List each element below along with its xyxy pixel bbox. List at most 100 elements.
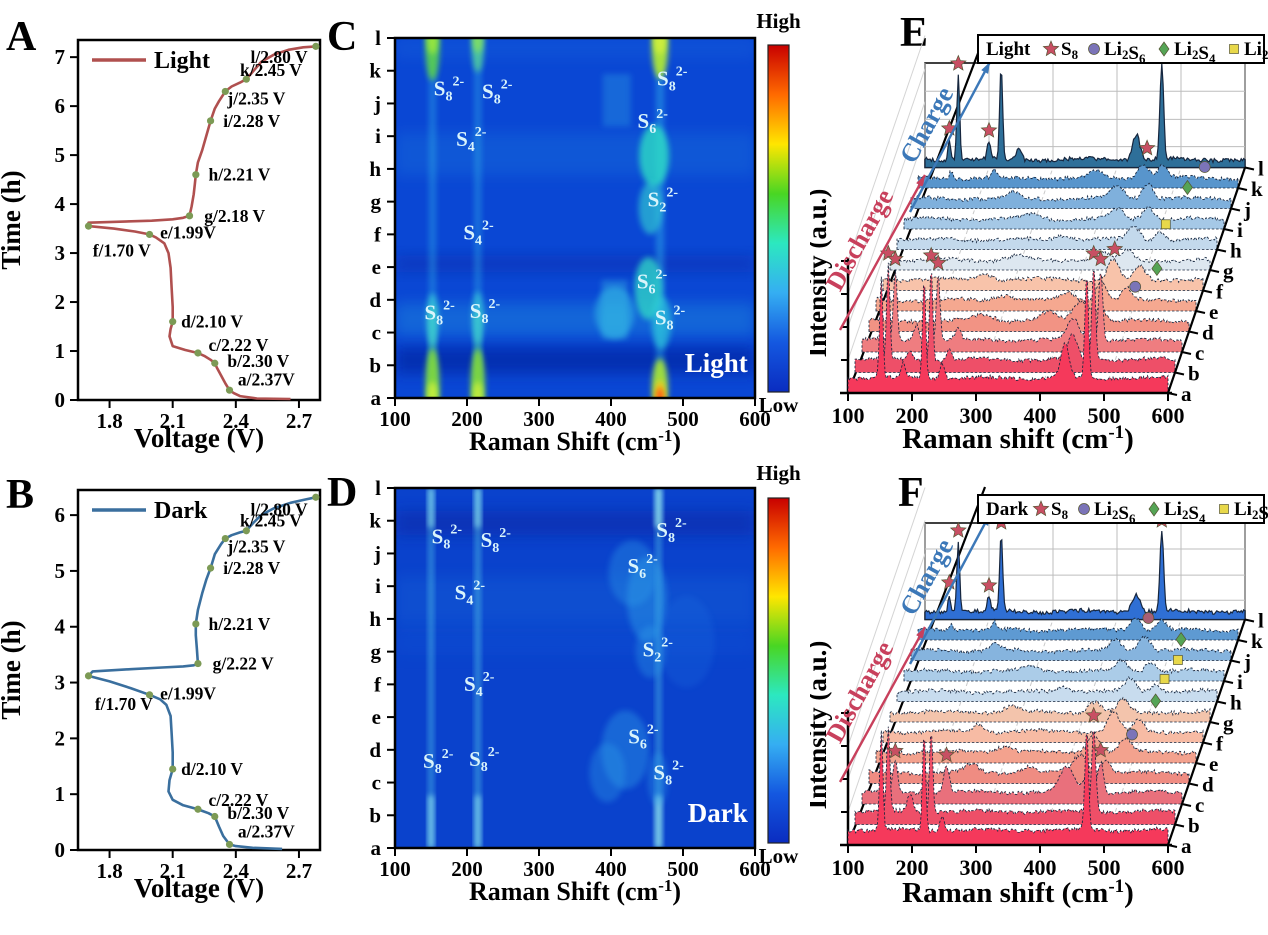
marker-star (938, 746, 955, 763)
point-label: g/2.22 V (213, 654, 274, 674)
heatmap-species-label: S82- (424, 298, 455, 328)
row-label: f (1216, 280, 1224, 304)
marker-circle (1198, 161, 1211, 173)
panel-letter-f: F (898, 470, 924, 516)
point-label: d/2.10 V (181, 759, 243, 779)
y-tick-label: b (369, 803, 381, 827)
panel-letter-e: E (900, 10, 929, 56)
heatmap-species-label: S62- (627, 552, 658, 582)
y-tick-label: f (374, 222, 382, 246)
y-tick-label: c (372, 771, 381, 795)
annotation-j: j/2.35 V (221, 534, 286, 556)
panel-a-voltage-chart: 1.8 2.1 2.4 2.7 0 1 2 3 4 5 6 7 Voltage (V) Time (h) L… (0, 38, 322, 453)
row-label: e (1209, 752, 1218, 776)
row-tick (1202, 741, 1213, 746)
marker-circle (1126, 728, 1138, 741)
marker-square (1173, 655, 1183, 665)
heatmap-species-label: S82- (655, 303, 686, 333)
row-tick (1188, 330, 1199, 335)
x-tick-label: 500 (667, 407, 699, 431)
x-tick-label: 2.1 (160, 409, 186, 433)
x-tick-label: 2.7 (286, 859, 312, 883)
wall-depth-line (847, 520, 926, 747)
row-label: l (1258, 157, 1264, 181)
y-tick-label: 5 (55, 143, 66, 167)
marker-star (980, 576, 998, 593)
marker-diamond (1158, 41, 1170, 57)
marker-star (1042, 40, 1060, 57)
panel-letter-c: C (327, 14, 358, 60)
y-tick-label: j (373, 91, 381, 115)
point-label: h/2.21 V (208, 165, 270, 185)
x-tick-label: 100 (379, 407, 411, 431)
plot-frame (393, 486, 757, 850)
x-tick-label: 500 (1088, 855, 1121, 880)
trace-d (868, 299, 1190, 332)
wall-depth-line (847, 553, 926, 780)
y-tick-label: 4 (55, 615, 66, 639)
row-label: d (1202, 321, 1214, 345)
heatmap-surface (395, 38, 755, 398)
y-axis-label: Intensity (a.u.) (810, 641, 832, 810)
heatmap-species-label: S42- (464, 670, 495, 700)
point-label: e/1.99V (160, 222, 216, 242)
trace-i (903, 206, 1225, 230)
y-tick-label: k (369, 59, 381, 83)
row-tick (1174, 823, 1185, 828)
marker-diamond (1175, 631, 1187, 648)
heatmap-species-label: S82- (656, 516, 687, 546)
marker-star (1085, 706, 1103, 723)
box-left-edge (846, 486, 987, 846)
row-tick (1223, 228, 1234, 232)
x-tick-label: 400 (1024, 855, 1057, 880)
y-tick-label: 6 (55, 94, 66, 118)
point-label: e/1.99V (160, 684, 216, 704)
heatmap-species-label: S82- (470, 297, 501, 327)
annotation-k: k/2.45 V (240, 511, 302, 535)
trace-k (917, 163, 1239, 189)
trace-l (924, 63, 1246, 169)
heatmap-species-label: S22- (648, 186, 679, 216)
discharge-arrow (838, 626, 927, 783)
row-label: i (1237, 670, 1243, 694)
back-wall (924, 62, 1246, 169)
y-tick-label: f (374, 672, 382, 696)
point-marker (206, 117, 215, 125)
annotation-d: d/2.10 V (169, 312, 243, 332)
colorbar (767, 44, 790, 393)
point-marker (206, 564, 215, 572)
trace-c (861, 269, 1183, 353)
row-label: i (1237, 218, 1243, 242)
x-axis-label: Raman shift (cm-1) (902, 876, 1134, 909)
marker-circle (1142, 612, 1155, 624)
y-tick-label: 3 (55, 241, 66, 265)
x-tick-label: 100 (379, 857, 411, 881)
marker-star (1138, 139, 1156, 156)
y-tick-label: i (375, 124, 381, 148)
x-tick-label: 600 (739, 857, 771, 881)
marker-star (949, 54, 967, 71)
heatmap-species-label: S82- (653, 758, 684, 788)
row-label: l (1258, 609, 1264, 633)
colorbar-high-label: High (756, 461, 801, 485)
legend-formula: Li2S2 (1244, 39, 1268, 66)
row-label: a (1181, 382, 1192, 406)
y-tick-label: b (369, 353, 381, 377)
x-tick-label: 400 (1024, 403, 1057, 428)
panel-c-raman-heatmap: S82- S82- S82- S62- S42- S22- S42- S62- S82- S82-… (369, 9, 801, 456)
annotation-e: e/1.99V (145, 222, 216, 242)
trace-b (854, 726, 1176, 825)
panel-letter-d: D (327, 470, 358, 516)
marker-square (1229, 44, 1239, 54)
annotation-d: d/2.10 V (169, 759, 243, 779)
annotation-f: f/1.70 V (84, 672, 153, 714)
trace-b (854, 262, 1176, 373)
y-axis-label: Time (h) (0, 620, 26, 719)
point-label: l/2.80 V (251, 500, 308, 520)
legend-formula: Li2S6 (1094, 499, 1136, 526)
x-tick-label: 600 (739, 407, 771, 431)
row-tick (1167, 392, 1178, 396)
wall-depth-line (847, 487, 926, 714)
waterfall-traces (847, 531, 1246, 846)
